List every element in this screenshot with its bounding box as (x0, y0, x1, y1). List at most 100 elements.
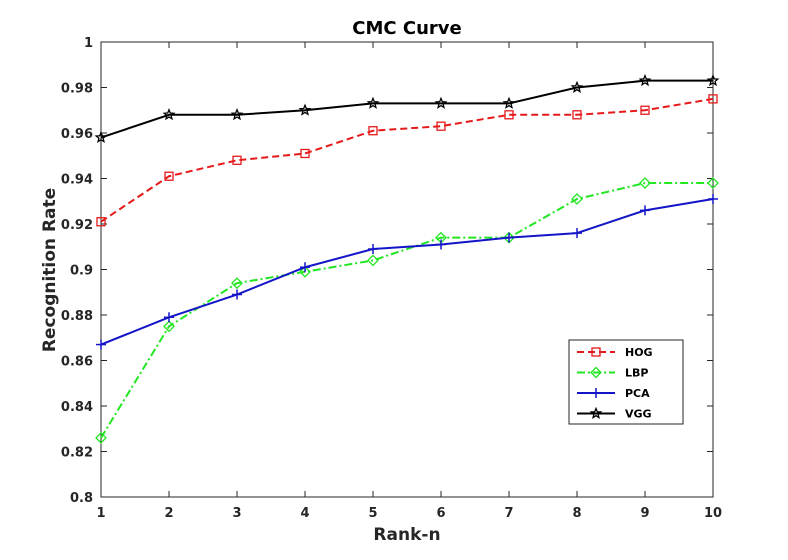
star-marker (638, 73, 652, 87)
diamond-marker (571, 193, 583, 205)
diamond-marker (590, 366, 602, 379)
legend-item-lbp: LBP (577, 367, 648, 380)
data-point-pca (640, 205, 650, 216)
diamond-marker (231, 277, 243, 290)
star-marker (94, 130, 108, 144)
square-marker (640, 105, 650, 115)
legend-label-lbp: LBP (625, 367, 648, 380)
data-point-pca (708, 193, 718, 204)
x-tick-label: 3 (232, 506, 241, 521)
chart-title: CMC Curve (352, 18, 461, 39)
data-point-vgg (366, 96, 380, 109)
square-marker (708, 94, 718, 104)
data-point-hog (232, 155, 242, 165)
x-tick-label: 10 (704, 506, 722, 521)
x-axis-label: Rank-n (373, 525, 440, 545)
data-point-lbp (639, 177, 651, 189)
data-point-hog (504, 110, 514, 120)
data-point-vgg (162, 108, 176, 121)
y-tick-label: 1 (84, 36, 93, 51)
star-marker (589, 406, 603, 419)
square-marker (436, 121, 446, 131)
legend-label-pca: PCA (625, 387, 650, 400)
legend-marker-hog (591, 347, 601, 357)
y-tick-label: 0.8 (70, 491, 93, 506)
diamond-marker (299, 265, 311, 278)
square-marker (164, 171, 174, 181)
legend-marker-pca (591, 388, 601, 398)
data-point-pca (436, 239, 446, 250)
x-tick-label: 9 (640, 506, 649, 521)
data-point-pca (164, 312, 174, 323)
data-point-lbp (367, 254, 379, 267)
data-point-hog (368, 126, 378, 136)
data-point-hog (436, 121, 446, 131)
star-marker (162, 108, 176, 121)
series-vgg (94, 73, 720, 144)
data-point-hog (164, 171, 174, 181)
data-point-pca (572, 228, 582, 239)
series-hog (96, 94, 718, 227)
star-marker (366, 96, 380, 109)
data-point-pca (96, 339, 106, 350)
y-tick-label: 0.98 (61, 82, 93, 97)
legend-item-hog: HOG (577, 346, 653, 359)
data-point-vgg (434, 96, 448, 109)
y-tick-label: 0.92 (61, 218, 93, 233)
series-line-lbp (100, 182, 713, 439)
data-point-hog (96, 217, 106, 227)
star-marker (706, 73, 720, 87)
data-point-vgg (570, 80, 584, 93)
legend-label-hog: HOG (625, 346, 653, 359)
data-point-pca (300, 262, 310, 273)
data-point-lbp (231, 277, 243, 290)
diamond-marker (639, 177, 651, 189)
legend-marker-vgg (589, 406, 603, 419)
data-point-lbp (163, 320, 175, 333)
diamond-marker (707, 177, 719, 189)
series-line-hog (100, 97, 714, 223)
legend-label-vgg: VGG (625, 408, 652, 421)
data-point-pca (504, 232, 514, 243)
y-tick-label: 0.82 (61, 446, 93, 461)
plot-area: 1 2 3 4 5 6 7 8 9 10 0.8 0.82 0.84 0.86 0.88 0.9 0.92 0.9… (61, 36, 722, 521)
star-marker (230, 108, 244, 121)
y-tick-label: 0.96 (61, 127, 93, 142)
y-tick-label: 0.84 (61, 400, 93, 415)
square-marker (504, 110, 514, 120)
y-tick-label: 0.9 (70, 264, 93, 279)
x-tick-label: 7 (504, 506, 513, 521)
star-marker (298, 103, 312, 116)
x-tick-label: 1 (96, 506, 105, 521)
diamond-marker (163, 320, 175, 333)
x-tick-label: 5 (368, 506, 377, 521)
data-point-hog (640, 105, 650, 115)
data-point-hog (572, 110, 582, 120)
star-marker (434, 96, 448, 109)
data-point-lbp (571, 193, 583, 205)
square-marker (232, 155, 242, 165)
square-marker (96, 217, 106, 227)
x-tick-label: 6 (436, 506, 445, 521)
y-tick-label: 0.88 (61, 309, 93, 324)
data-point-hog (300, 148, 310, 159)
data-point-hog (708, 94, 718, 104)
legend: HOG LBP PCA VGG (568, 339, 684, 425)
legend-item-vgg: VGG (577, 406, 652, 421)
legend-item-pca: PCA (577, 387, 650, 400)
square-marker (368, 126, 378, 136)
series-line-vgg (100, 79, 713, 139)
diamond-marker (367, 254, 379, 267)
star-marker (502, 96, 516, 109)
series-pca (96, 193, 718, 350)
data-point-vgg (230, 108, 244, 121)
square-marker (300, 148, 310, 159)
y-tick-label: 0.86 (61, 355, 93, 370)
data-point-vgg (706, 73, 720, 87)
data-point-vgg (638, 73, 652, 87)
data-point-vgg (298, 103, 312, 116)
star-marker (570, 80, 584, 93)
legend-marker-lbp (590, 366, 602, 379)
data-point-vgg (502, 96, 516, 109)
